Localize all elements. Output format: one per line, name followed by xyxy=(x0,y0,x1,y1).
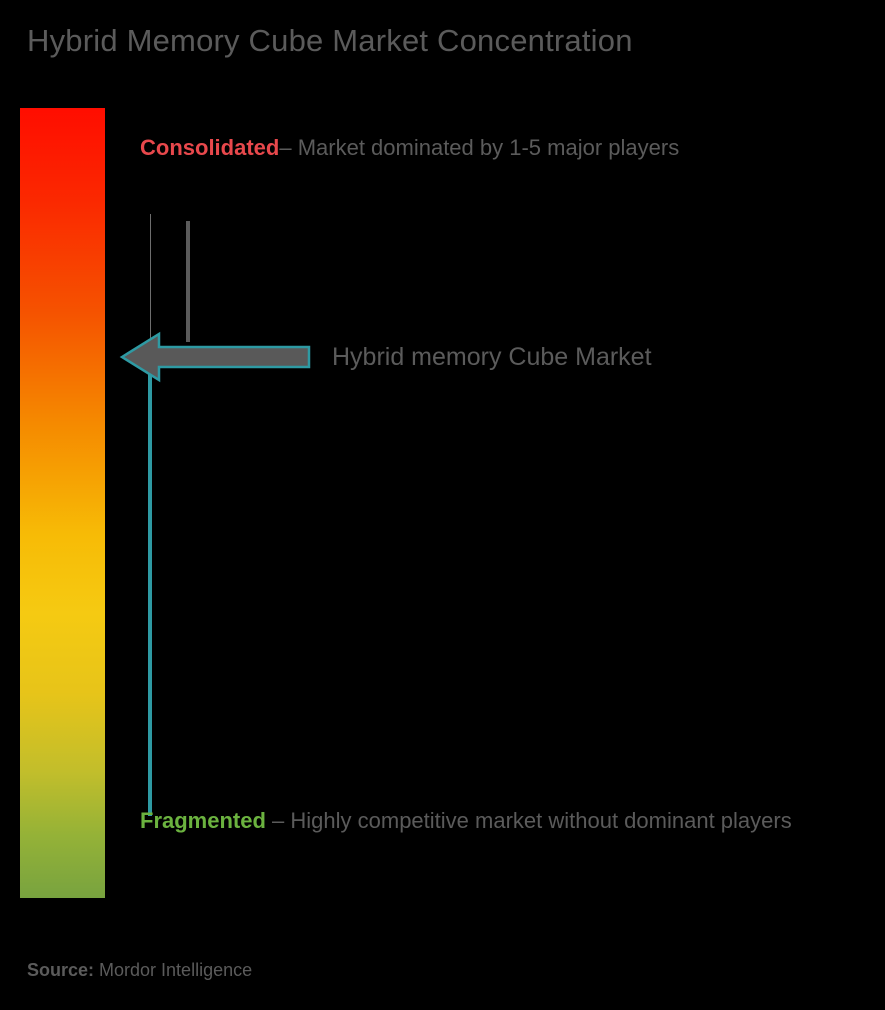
market-position-arrow xyxy=(118,328,314,386)
legend-fragmented-keyword: Fragmented xyxy=(140,808,266,833)
market-position-label: Hybrid memory Cube Market xyxy=(332,343,652,371)
legend-consolidated: Consolidated– Market dominated by 1-5 ma… xyxy=(140,120,840,175)
legend-consolidated-keyword: Consolidated xyxy=(140,135,280,160)
connector-line-teal xyxy=(148,374,152,816)
source-value: Mordor Intelligence xyxy=(94,960,253,980)
connector-line-thick xyxy=(186,221,190,342)
connector-line-thin xyxy=(150,214,151,342)
legend-fragmented: Fragmented – Highly competitive market w… xyxy=(140,793,860,848)
left-arrow-icon xyxy=(119,331,311,383)
concentration-gradient-bar xyxy=(20,108,105,898)
source-attribution: Source: Mordor Intelligence xyxy=(27,958,252,982)
page-title: Hybrid Memory Cube Market Concentration xyxy=(27,23,633,58)
legend-consolidated-description: – Market dominated by 1-5 major players xyxy=(279,135,680,160)
legend-fragmented-description: – Highly competitive market without domi… xyxy=(265,808,792,833)
source-label: Source: xyxy=(27,960,95,980)
